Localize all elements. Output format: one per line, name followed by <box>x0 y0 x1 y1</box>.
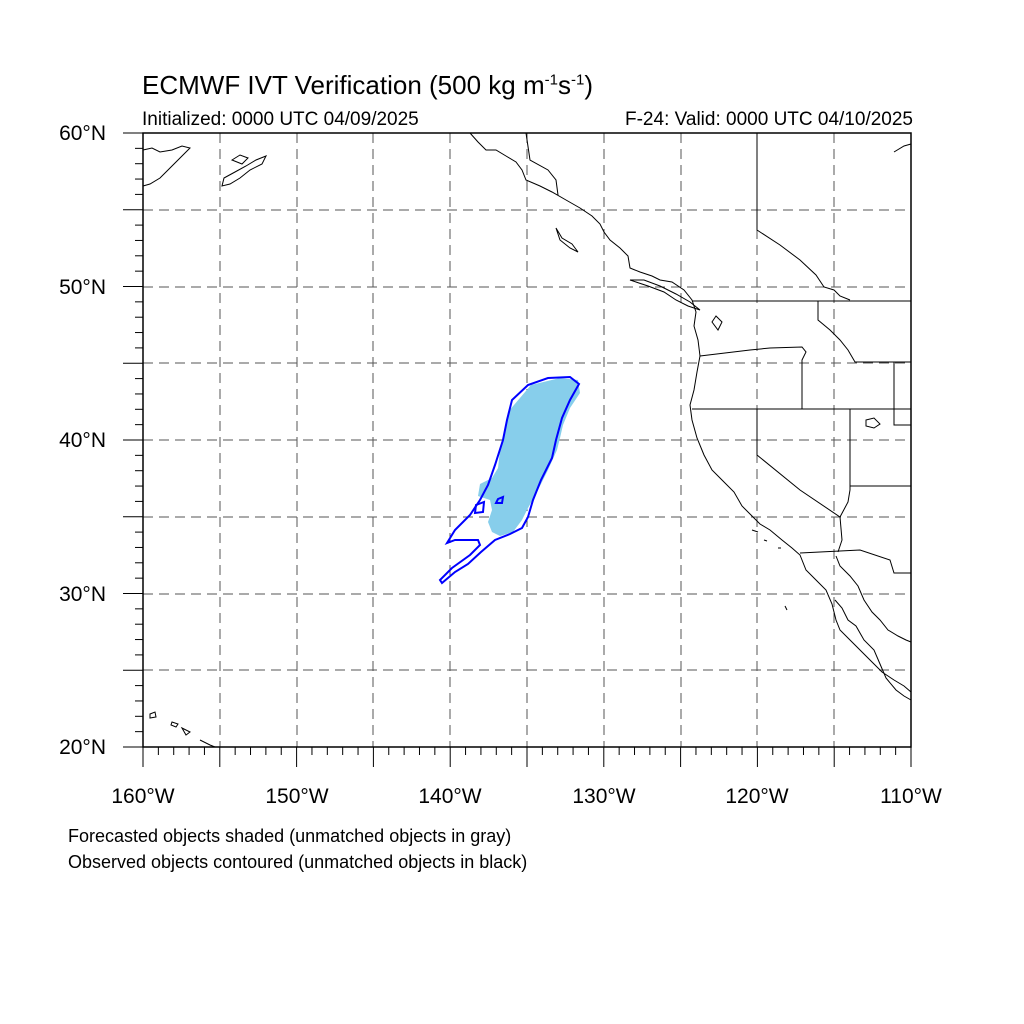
lat-label-30: 30°N <box>59 583 106 606</box>
boundaries <box>525 132 911 574</box>
lat-label-40: 40°N <box>59 429 106 452</box>
coastlines <box>142 132 912 748</box>
lon-label-130w: 130°W <box>572 785 636 808</box>
valid-label: F-24: Valid: 0000 UTC 04/10/2025 <box>625 109 913 130</box>
lat-label-20: 20°N <box>59 736 106 759</box>
lon-label-110w: 110°W <box>880 785 942 808</box>
initialized-label: Initialized: 0000 UTC 04/09/2025 <box>142 109 419 130</box>
lon-label-120w: 120°W <box>725 785 789 808</box>
lon-label-160w: 160°W <box>111 785 175 808</box>
lon-label-150w: 150°W <box>265 785 329 808</box>
lat-label-50: 50°N <box>59 276 106 299</box>
observed-contour-hole-2 <box>494 495 505 504</box>
lon-label-140w: 140°W <box>418 785 482 808</box>
lat-label-60: 60°N <box>59 122 106 145</box>
legend-forecast-note: Forecasted objects shaded (unmatched obj… <box>68 826 512 846</box>
axis-ticks <box>123 132 912 767</box>
observed-contour <box>438 375 581 585</box>
observed-contour-hole-1 <box>473 500 486 515</box>
map-title: ECMWF IVT Verification (500 kg m-1s-1) <box>142 70 593 100</box>
legend-observed-note: Observed objects contoured (unmatched ob… <box>68 852 528 872</box>
